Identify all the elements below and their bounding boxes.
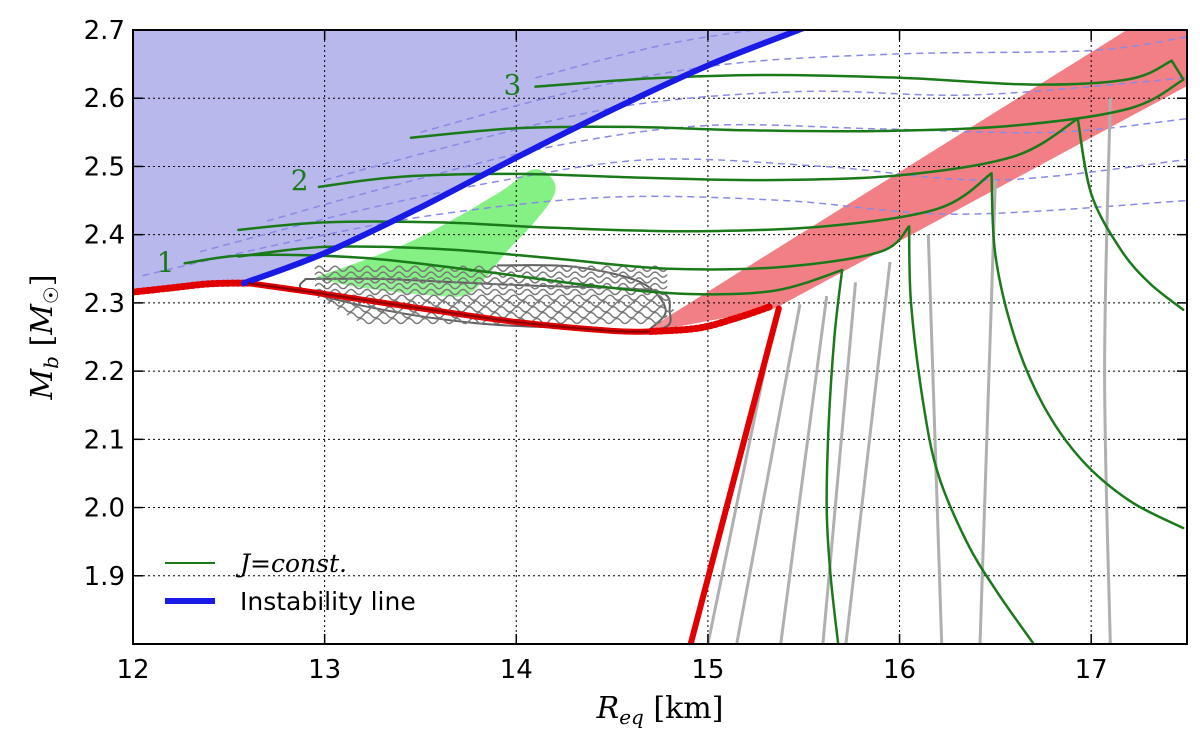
series-j-const-1 (183, 253, 844, 296)
curve-labels: 1 2 3 (157, 69, 522, 279)
rotation-line-3 (779, 295, 829, 644)
static-limit-edge (247, 282, 651, 333)
curve-label-2: 2 (291, 164, 309, 197)
series-j-const-1b-lower-branch- (907, 225, 1035, 644)
y-tick-label: 2.6 (84, 84, 125, 114)
series-non-rotating-branch (687, 305, 782, 644)
data-series (133, 30, 1185, 644)
y-tick-label: 2.7 (84, 16, 125, 46)
rotation-line-2 (735, 304, 802, 644)
x-tick-label: 12 (116, 655, 149, 685)
axis-ticks (132, 29, 1187, 644)
y-tick-label: 1.9 (84, 562, 125, 592)
dashed-guide-3 (266, 117, 1187, 222)
wavy-line-4 (314, 282, 668, 290)
dashed-guide-lines (142, 20, 1187, 277)
wavy-line-5 (314, 288, 668, 296)
curve-label-3: 3 (504, 69, 522, 102)
x-tick-labels: 12 13 14 15 16 17 (116, 655, 1107, 685)
legend-label-j-const: J=const. (235, 549, 347, 578)
series-static-limit-dotted-left- (133, 279, 252, 296)
legend: J=const. Instability line (165, 549, 416, 616)
dashed-guide-2 (199, 158, 1187, 253)
green-region (315, 169, 556, 297)
series-j-const-3 (534, 59, 1173, 88)
x-tick-label: 14 (500, 655, 533, 685)
y-tick-label: 2.3 (84, 289, 125, 319)
plot-frame (132, 29, 1188, 645)
rotation-line-6 (926, 234, 944, 644)
rotation-line-4 (821, 282, 857, 644)
x-tick-label: 13 (308, 655, 341, 685)
mass-shedding-band (640, 30, 1187, 334)
series-instability-line (241, 30, 806, 287)
series-j-const-1c (237, 172, 993, 233)
plot-area (133, 20, 1187, 644)
y-axis-label: Mb [M☉] (25, 274, 63, 400)
series-j-const-2-lower-branch- (1076, 117, 1185, 311)
y-tick-label: 2.4 (84, 221, 125, 251)
wavy-line-3 (314, 277, 668, 284)
series-static-limit-dotted-right- (646, 302, 775, 335)
x-tick-label: 17 (1075, 655, 1108, 685)
wavy-region-outline-upper (497, 264, 667, 330)
y-tick-label: 2.0 (84, 494, 125, 524)
wavy-line-9 (346, 311, 668, 319)
y-tick-label: 2.1 (84, 425, 125, 455)
series-j-const-3-end- (1170, 59, 1185, 81)
dashed-guide-5 (420, 36, 1187, 134)
constant-rotation-lines (706, 98, 1112, 644)
x-tick-label: 15 (691, 655, 724, 685)
dashed-guide-6 (535, 30, 760, 79)
dashed-guide-4 (324, 77, 1187, 181)
wavy-line-1 (314, 265, 668, 273)
curve-label-1: 1 (157, 246, 175, 279)
y-tick-labels: 1.9 2.0 2.1 2.2 2.3 2.4 2.5 2.6 2.7 (84, 16, 125, 592)
x-axis-label: Req [km] (596, 691, 724, 729)
series-j-const-2b (409, 78, 1185, 140)
x-tick-label: 16 (883, 655, 916, 685)
wavy-line-2 (314, 271, 668, 278)
dashed-guide-7 (938, 20, 1187, 27)
rotation-line-5 (844, 261, 892, 644)
legend-label-instability: Instability line (240, 587, 416, 616)
series-j-const-2 (317, 117, 1080, 189)
rotation-line-7 (978, 180, 997, 644)
wavy-region (298, 264, 675, 332)
wavy-line-8 (336, 306, 675, 313)
dashed-guide-1 (142, 195, 1187, 277)
y-tick-label: 2.5 (84, 152, 125, 182)
y-tick-label: 2.2 (84, 357, 125, 387)
grid-lines (133, 30, 1187, 644)
series-j-const-1c-lower-branch- (990, 172, 1185, 530)
rotation-line-8 (1103, 98, 1112, 644)
series-j-const-1-lower-branch- (825, 268, 844, 644)
